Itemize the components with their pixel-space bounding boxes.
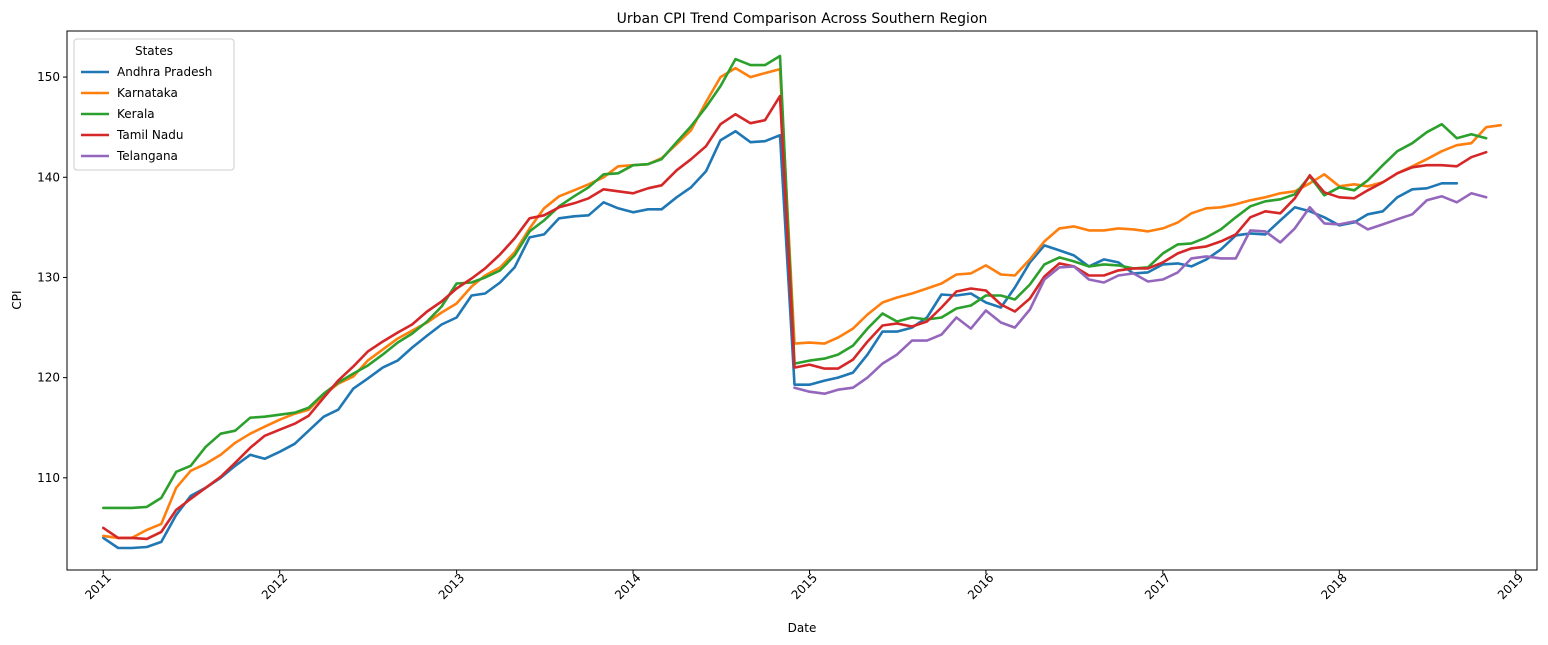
y-axis-label: CPI bbox=[10, 290, 24, 309]
y-tick-label: 120 bbox=[37, 371, 60, 385]
series-line-tamil-nadu bbox=[102, 94, 1488, 541]
legend-label: Kerala bbox=[117, 107, 155, 121]
legend-label: Karnataka bbox=[117, 86, 178, 100]
y-tick-label: 130 bbox=[37, 270, 60, 284]
series-line-telangana bbox=[793, 192, 1488, 395]
x-tick-label: 2016 bbox=[965, 571, 996, 602]
legend-box bbox=[73, 38, 235, 171]
legend-items: Andhra Pradesh Karnataka Kerala Tamil Nadu T… bbox=[81, 65, 212, 163]
x-tick-label: 2017 bbox=[1142, 571, 1173, 602]
legend-item: Tamil Nadu bbox=[81, 128, 183, 142]
legend-item: Telangana bbox=[81, 149, 178, 163]
legend-title: States bbox=[135, 44, 173, 58]
x-tick-label: 2019 bbox=[1495, 571, 1526, 602]
legend: States Andhra Pradesh Karnataka Kerala Tami… bbox=[73, 38, 235, 171]
x-tick-label: 2012 bbox=[259, 571, 290, 602]
legend-label: Tamil Nadu bbox=[116, 128, 183, 142]
x-tick-label: 2013 bbox=[436, 571, 467, 602]
x-axis: 2011 2012 2013 2014 2015 2016 2017 2018 2019 bbox=[82, 570, 1526, 602]
series-line-kerala bbox=[102, 54, 1488, 510]
x-tick-label: 2014 bbox=[612, 571, 643, 602]
series-layer bbox=[102, 54, 1502, 550]
y-tick-label: 140 bbox=[37, 170, 60, 184]
x-tick-label: 2018 bbox=[1318, 571, 1349, 602]
y-tick-label: 110 bbox=[37, 471, 60, 485]
legend-label: Andhra Pradesh bbox=[117, 65, 212, 79]
legend-label: Telangana bbox=[116, 149, 178, 163]
legend-item: Karnataka bbox=[81, 86, 178, 100]
series-line-karnataka bbox=[102, 66, 1502, 540]
legend-item: Andhra Pradesh bbox=[81, 65, 212, 79]
y-axis: 110 120 130 140 150 bbox=[37, 70, 67, 485]
plot-area bbox=[66, 30, 1538, 571]
legend-item: Kerala bbox=[81, 107, 155, 121]
x-axis-label: Date bbox=[788, 621, 817, 635]
series-line-andhra-pradesh bbox=[102, 129, 1459, 550]
x-tick-label: 2011 bbox=[82, 571, 113, 602]
y-tick-label: 150 bbox=[37, 70, 60, 84]
x-tick-label: 2015 bbox=[789, 571, 820, 602]
chart-title: Urban CPI Trend Comparison Across Southe… bbox=[617, 11, 988, 27]
